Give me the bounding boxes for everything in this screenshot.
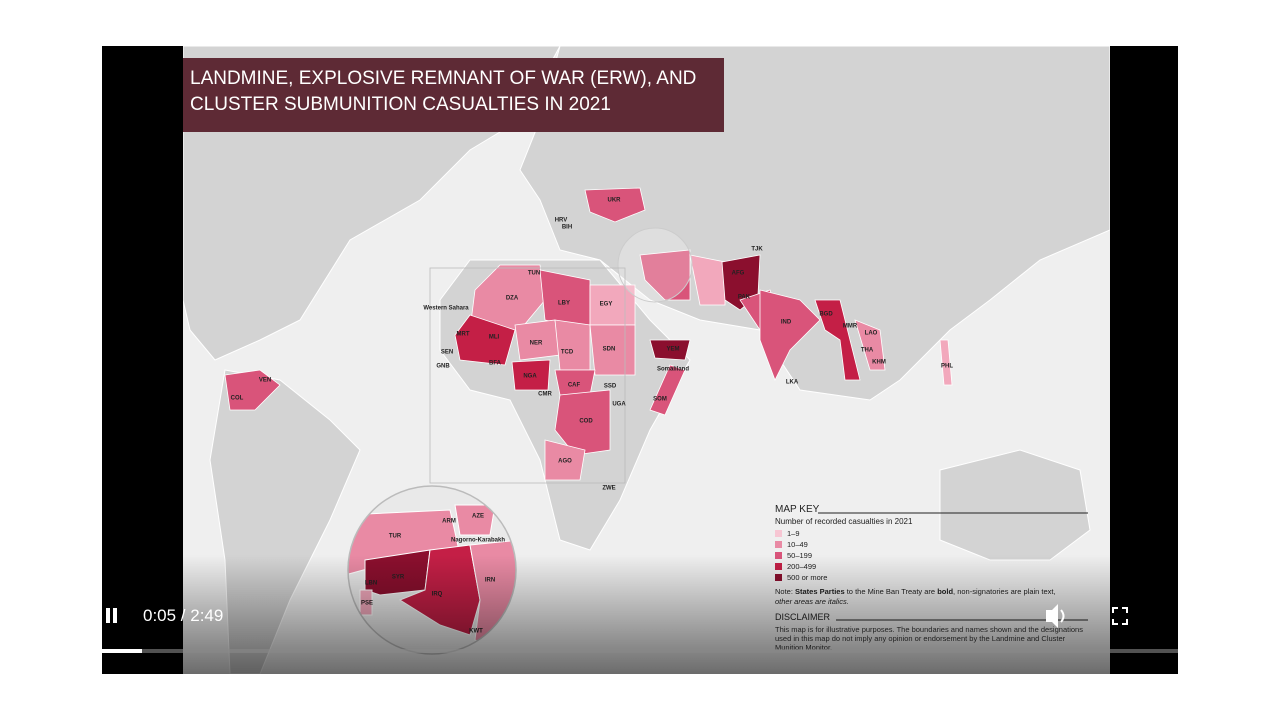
country-label: TCD: [561, 350, 574, 356]
key-title: MAP KEY: [775, 504, 820, 515]
inset-label: Nagorno-Karabakh: [451, 538, 505, 544]
country-label: Somaliland: [657, 367, 689, 373]
country-label: HRV: [555, 218, 568, 224]
volume-button[interactable]: [1046, 604, 1065, 628]
country-label: BGD: [819, 312, 833, 318]
title-line: LANDMINE, EXPLOSIVE REMNANT OF WAR (ERW)…: [190, 68, 696, 89]
country-label: UGA: [612, 402, 626, 408]
country-label: SOM: [653, 397, 667, 403]
country-label: TJK: [751, 247, 763, 253]
country-label: NGA: [523, 374, 537, 380]
country-label: GNB: [436, 364, 450, 370]
country-label: EGY: [600, 302, 613, 308]
country-label: DZA: [506, 296, 519, 302]
highlighted-countries: [224, 187, 953, 481]
country-label: NER: [530, 341, 543, 347]
key-swatch: [775, 541, 782, 548]
country-label: KHM: [872, 360, 886, 366]
country-label: SDN: [603, 347, 616, 353]
country-label: BFA: [489, 361, 502, 367]
country-label: COL: [231, 396, 244, 402]
country-label: ZWE: [602, 486, 615, 492]
title-line: CLUSTER SUBMUNITION CASUALTIES IN 2021: [190, 94, 611, 115]
inset-label: TUR: [389, 534, 402, 540]
title-box: [183, 58, 724, 132]
inset-frame: [429, 267, 626, 484]
inset-label: ARM: [442, 519, 456, 525]
country-label: LBY: [558, 301, 570, 307]
inset-label: AZE: [472, 514, 484, 520]
country-label: VEN: [259, 378, 271, 384]
country-label: BIH: [562, 225, 572, 231]
country-label: UKR: [608, 198, 622, 204]
country-label: AFG: [732, 271, 745, 277]
country-label: AGO: [558, 459, 572, 465]
country-label: TUN: [528, 271, 540, 277]
controls-shade: [102, 555, 1178, 674]
country-label: PAK: [738, 295, 751, 301]
key-item: 10–49: [787, 540, 808, 549]
country-label: SEN: [441, 350, 453, 356]
progress-played: [102, 649, 142, 653]
country-label: CMR: [538, 392, 552, 398]
country-label: MRT: [457, 332, 470, 338]
pause-button[interactable]: [106, 608, 117, 623]
country-label: COD: [579, 419, 593, 425]
key-swatch: [775, 530, 782, 537]
country-label: MMR: [843, 324, 858, 330]
country-label: IND: [781, 320, 792, 326]
time-display: 0:05 / 2:49: [143, 606, 223, 625]
country-label: LKA: [786, 380, 799, 386]
inset-marker: [617, 227, 693, 303]
country-label: LAO: [865, 331, 878, 337]
key-item: 1–9: [787, 529, 800, 538]
key-subtitle: Number of recorded casualties in 2021: [775, 517, 913, 526]
fullscreen-button[interactable]: [1112, 607, 1128, 625]
country-label: YEM: [666, 347, 679, 353]
country-label: THA: [861, 348, 874, 354]
progress-track[interactable]: [102, 649, 1178, 653]
country-label: MLI: [489, 335, 500, 341]
country-label: PHL: [941, 364, 953, 370]
country-label: Western Sahara: [423, 306, 469, 312]
country-label: SSD: [604, 384, 617, 390]
country-label: CAF: [568, 383, 581, 389]
